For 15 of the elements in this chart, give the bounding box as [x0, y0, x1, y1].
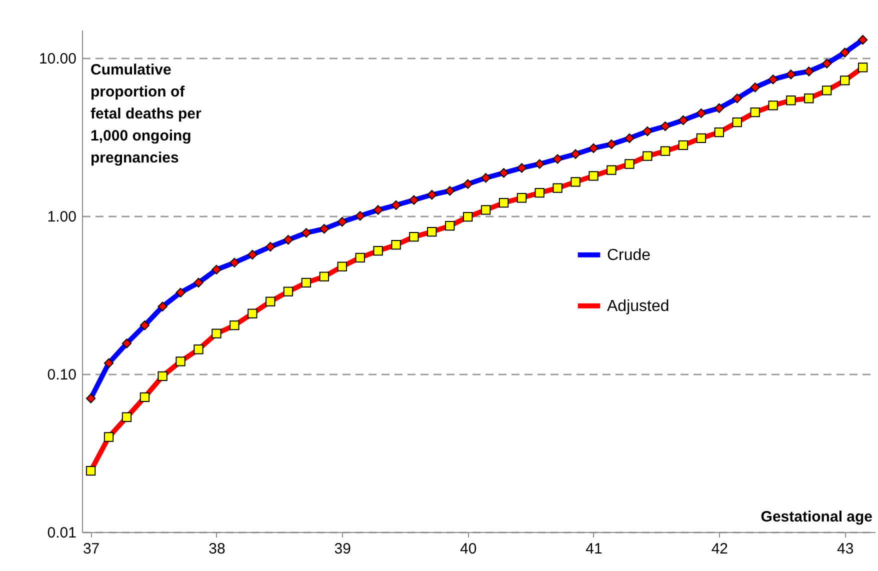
- y-tick-label: 0.01: [47, 524, 76, 542]
- x-tick-label: 38: [208, 540, 226, 558]
- legend-label: Crude: [607, 246, 651, 264]
- y-axis-title: Cumulative proportion of fetal deaths per 1,000 ongoing pregnancies: [90, 62, 202, 166]
- x-tick-label: 42: [711, 540, 728, 558]
- x-tick-label: 39: [334, 540, 351, 558]
- x-tick-label: 41: [586, 540, 602, 558]
- y-tick-label: 1.00: [47, 208, 76, 226]
- y-tick-label: 10.00: [38, 50, 76, 68]
- x-tick-label: 40: [460, 540, 477, 558]
- x-tick-label: 37: [82, 540, 100, 558]
- x-axis-title: Gestational age: [760, 508, 872, 526]
- x-tick-label: 43: [836, 540, 854, 558]
- y-tick-label: 0.10: [47, 366, 76, 384]
- legend-label: Adjusted: [607, 298, 670, 315]
